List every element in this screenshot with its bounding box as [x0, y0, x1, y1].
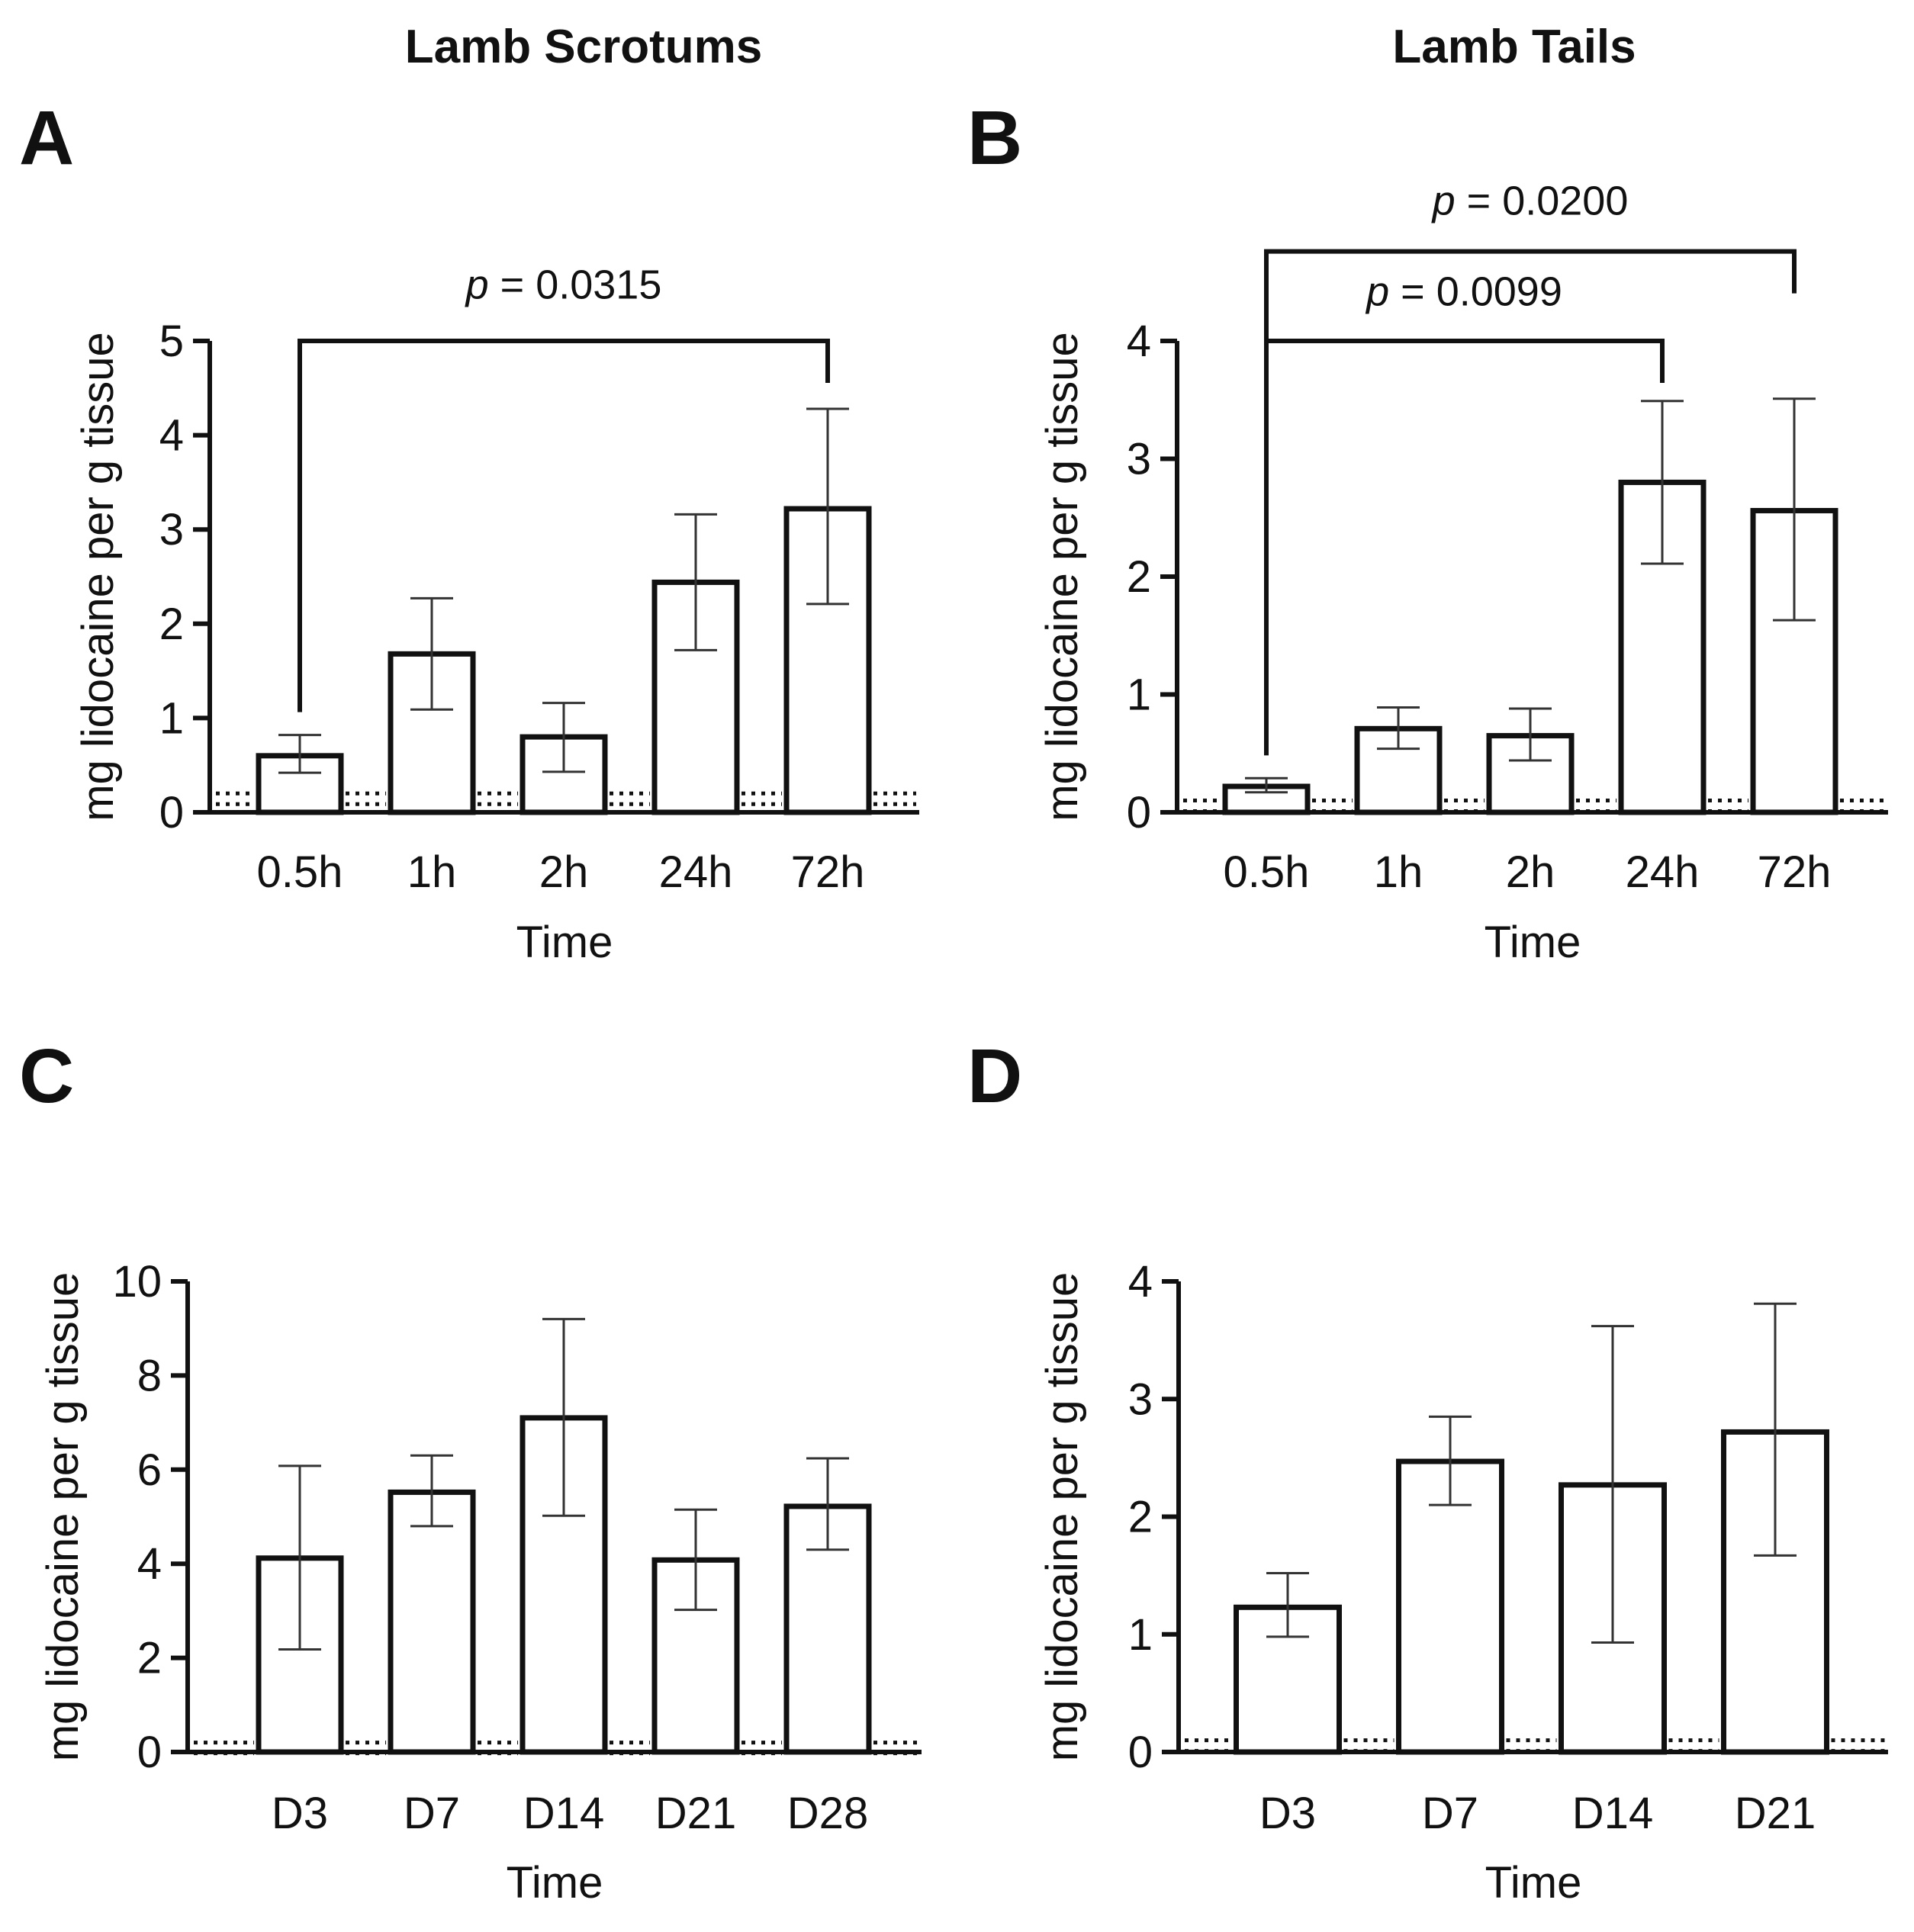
- x-tick-label-0-5h: 0.5h: [1224, 847, 1310, 897]
- y-tick-label: 0: [137, 1728, 162, 1777]
- significance-bracket: [298, 339, 830, 712]
- chart-panel-d: D 0 1 2 3 4 D3 D7 D14 D21 Time mg lidocaine per g t…: [967, 1034, 1888, 1908]
- y-tick-label: 4: [137, 1539, 162, 1589]
- significance-bracket: [1264, 339, 1665, 756]
- x-tick-label-72h: 72h: [791, 847, 865, 897]
- x-tick-label-0-5h: 0.5h: [257, 847, 343, 897]
- y-tick-label: 1: [159, 693, 184, 743]
- x-tick-label-d7: D7: [404, 1789, 460, 1838]
- p-value: = 0.0200: [1456, 178, 1629, 224]
- column-title-tails: Lamb Tails: [1392, 21, 1636, 73]
- y-tick-label: 4: [1127, 317, 1151, 366]
- x-tick-label-d7: D7: [1422, 1789, 1478, 1838]
- p-value: = 0.0099: [1389, 269, 1562, 315]
- significance-bracket: [1264, 249, 1797, 756]
- x-tick-label-2h: 2h: [539, 847, 589, 897]
- x-axis-title: Time: [507, 1858, 603, 1908]
- x-tick-label-d3: D3: [272, 1789, 328, 1838]
- column-title-scrotums: Lamb Scrotums: [405, 21, 763, 73]
- y-tick-label: 10: [112, 1257, 162, 1307]
- x-tick-label-24h: 24h: [659, 847, 733, 897]
- y-tick-label: 0: [1128, 1728, 1153, 1777]
- x-tick-label-2h: 2h: [1506, 847, 1555, 897]
- y-tick-label: 1: [1127, 670, 1151, 720]
- y-axis-title: mg lidocaine per g tissue: [38, 1272, 88, 1762]
- y-tick-label: 4: [159, 411, 184, 461]
- y-tick-label: 5: [159, 317, 184, 366]
- x-tick-label-d21: D21: [1735, 1789, 1816, 1838]
- y-axis-title: mg lidocaine per g tissue: [1037, 1272, 1087, 1762]
- x-tick-label-1h: 1h: [407, 847, 457, 897]
- bar-d7: [388, 1489, 476, 1755]
- y-tick-label: 6: [137, 1445, 162, 1495]
- chart-panel-b: B 0 1 2 3 4 0.5h 1h 2h 24h 72h Time mg lidocaine per…: [967, 95, 1888, 967]
- y-tick-label: 2: [159, 600, 184, 649]
- x-tick-label-d28: D28: [787, 1789, 868, 1838]
- y-tick-label: 0: [159, 788, 184, 837]
- panel-letter: A: [19, 95, 74, 181]
- y-tick-label: 3: [1128, 1374, 1153, 1424]
- y-tick-label: 4: [1128, 1257, 1153, 1307]
- y-tick-label: 0: [1127, 788, 1151, 837]
- p-value: = 0.0315: [489, 262, 662, 307]
- y-tick-label: 2: [137, 1634, 162, 1683]
- x-tick-label-72h: 72h: [1758, 847, 1832, 897]
- y-tick-label: 3: [1127, 435, 1151, 484]
- panel-letter: D: [967, 1034, 1022, 1119]
- y-axis-title: mg lidocaine per g tissue: [1037, 332, 1087, 821]
- y-tick-label: 3: [159, 505, 184, 555]
- x-tick-label-1h: 1h: [1374, 847, 1423, 897]
- p-symbol: p: [1431, 178, 1456, 224]
- x-axis-title: Time: [516, 918, 613, 967]
- x-tick-label-d21: D21: [655, 1789, 736, 1838]
- chart-panel-c: C 0 2 4 6 8 10 D3 D7 D14 D21 D28 Time mg lidocaine pe…: [19, 1034, 922, 1908]
- x-tick-label-d14: D14: [1572, 1789, 1653, 1838]
- x-tick-label-24h: 24h: [1626, 847, 1700, 897]
- y-tick-label: 8: [137, 1351, 162, 1400]
- y-tick-label: 2: [1127, 552, 1151, 602]
- bar-d7: [1396, 1458, 1504, 1755]
- p-symbol: p: [1365, 269, 1389, 315]
- x-tick-label-d3: D3: [1259, 1789, 1316, 1838]
- panel-letter: C: [19, 1034, 74, 1119]
- x-axis-title: Time: [1485, 918, 1581, 967]
- y-axis-title: mg lidocaine per g tissue: [73, 332, 123, 821]
- chart-panel-a: A 0 1 2 3 4 5 0.5h 1h 2h 24h 72h Time mg lidocaine pe…: [19, 95, 919, 967]
- y-tick-label: 2: [1128, 1493, 1153, 1542]
- p-symbol: p: [465, 262, 489, 307]
- x-axis-title: Time: [1485, 1858, 1582, 1908]
- panel-letter: B: [967, 95, 1022, 181]
- p-value-label: p = 0.0099: [1365, 269, 1562, 315]
- x-tick-label-d14: D14: [523, 1789, 604, 1838]
- p-value-label: p = 0.0200: [1431, 178, 1629, 224]
- p-value-label: p = 0.0315: [465, 262, 662, 307]
- y-tick-label: 1: [1128, 1610, 1153, 1660]
